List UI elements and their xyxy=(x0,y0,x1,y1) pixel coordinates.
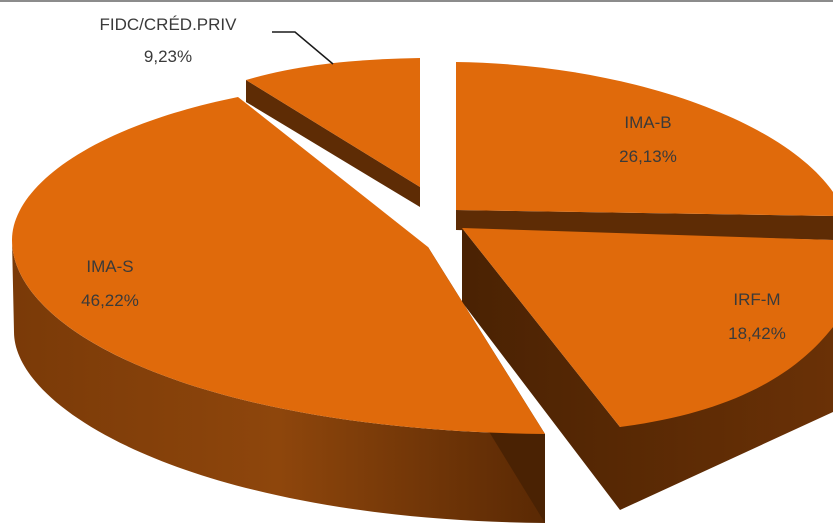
slice-top-irf-m xyxy=(462,228,833,427)
slice-pct-irf-m: 18,42% xyxy=(728,324,786,343)
slice-top-ima-b xyxy=(456,62,833,216)
slice-label-ima-b: IMA-B xyxy=(624,113,671,132)
slice-label-ima-s: IMA-S xyxy=(86,257,133,276)
slice-label-irf-m: IRF-M xyxy=(733,290,780,309)
slice-pct-fidc: 9,23% xyxy=(144,47,192,66)
slice-pct-ima-b: 26,13% xyxy=(619,147,677,166)
slice-top-ima-s xyxy=(12,97,545,434)
slice-pct-ima-s: 46,22% xyxy=(81,291,139,310)
slice-side-irf-m xyxy=(462,228,833,510)
slice-label-fidc: FIDC/CRÉD.PRIV xyxy=(100,15,238,34)
slice-side-fidc xyxy=(246,80,420,207)
leader-line-fidc xyxy=(272,31,334,65)
slice-side-ima-s xyxy=(12,240,545,523)
slice-top-fidc xyxy=(246,58,420,187)
